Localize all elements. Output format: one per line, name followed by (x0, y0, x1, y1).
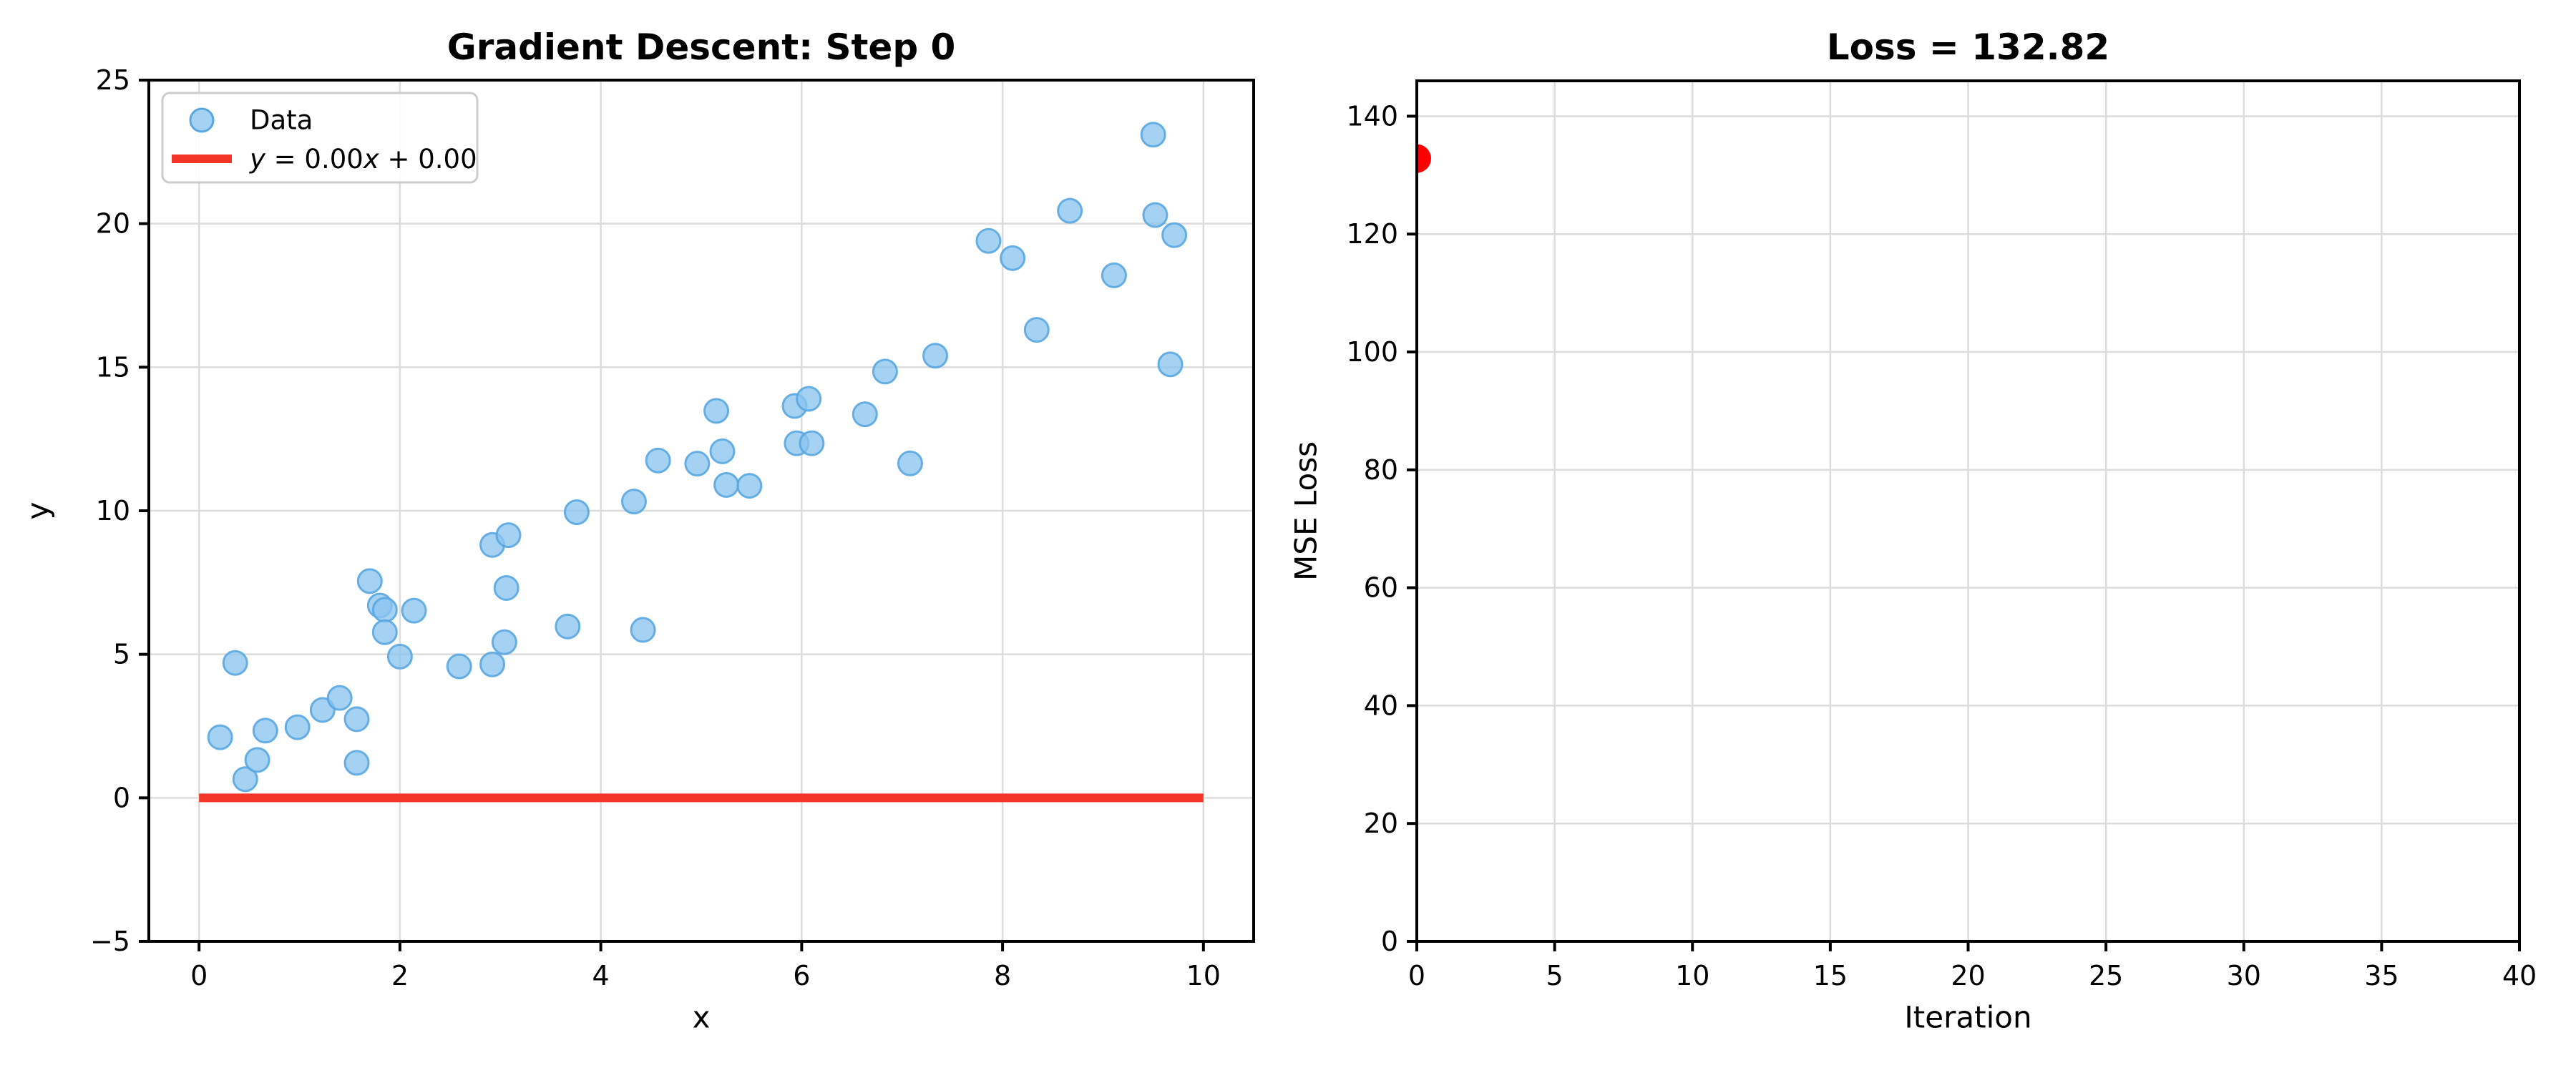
y-tick-label: 0 (113, 782, 130, 813)
y-tick-label: 15 (96, 351, 130, 383)
plot-area (199, 122, 1204, 803)
y-tick-label: 25 (96, 64, 130, 96)
y-tick-label: 60 (1364, 572, 1398, 604)
data-point (852, 401, 878, 428)
y-tick-label: 20 (1364, 808, 1398, 839)
chart-title: Loss = 132.82 (1827, 26, 2109, 68)
data-point (645, 447, 671, 474)
data-point (1023, 317, 1050, 343)
y-tick-label: 100 (1346, 336, 1398, 368)
x-tick-label: 2 (391, 960, 409, 991)
data-point (872, 358, 898, 385)
data-point (244, 747, 270, 773)
data-point (493, 574, 519, 601)
data-point (555, 613, 581, 640)
data-point (709, 438, 736, 464)
x-tick-label: 5 (1546, 960, 1563, 991)
data-point (713, 471, 740, 498)
x-tick-label: 15 (1813, 960, 1848, 991)
left-plot-scatter: 0 2 4 6 8 10 −5 0 5 10 15 20 25 Gradient Descent: Ste… (21, 26, 1255, 1035)
data-point (232, 766, 258, 793)
data-point (446, 653, 472, 680)
y-tick-label: −5 (90, 926, 130, 957)
legend-label-data: Data (250, 105, 313, 136)
y-tick-label: 10 (96, 495, 130, 526)
legend-label-line: y = 0.00x + 0.00 (249, 144, 477, 175)
y-tick-label: 5 (113, 639, 130, 670)
x-tick-label: 10 (1186, 960, 1221, 991)
data-point (1000, 245, 1026, 271)
y-tick-label: 0 (1381, 926, 1398, 957)
data-point (703, 398, 730, 424)
data-point (1142, 202, 1169, 228)
data-point (1161, 222, 1188, 248)
y-tick-label: 80 (1364, 454, 1398, 486)
data-point (401, 597, 427, 624)
x-axis-label: Iteration (1904, 1000, 2031, 1035)
data-point (371, 597, 398, 623)
data-point (736, 473, 763, 499)
y-axis-label: y (21, 502, 56, 520)
x-tick-label: 40 (2502, 960, 2537, 991)
data-point (491, 629, 517, 655)
data-point (975, 227, 1002, 254)
data-point (1157, 351, 1184, 378)
data-point (684, 451, 711, 477)
x-tick-label: 20 (1951, 960, 1985, 991)
x-tick-label: 0 (1408, 960, 1425, 991)
data-point (371, 619, 398, 645)
data-point (1101, 262, 1127, 288)
plot-area (1417, 144, 1431, 173)
data-point (252, 717, 278, 744)
legend-marker-data (189, 107, 215, 133)
data-point (1057, 197, 1083, 224)
x-tick-label: 8 (994, 960, 1011, 991)
data-point (630, 617, 656, 643)
data-point (222, 650, 248, 676)
data-point (922, 343, 949, 369)
chart-title: Gradient Descent: Step 0 (447, 26, 956, 68)
data-point (796, 386, 822, 412)
data-point (207, 724, 233, 750)
data-point (620, 489, 647, 515)
data-point (563, 499, 590, 526)
y-tick-label: 120 (1346, 218, 1398, 250)
legend: Data y = 0.00x + 0.00 (161, 92, 479, 184)
data-point (386, 643, 413, 670)
data-point (284, 714, 311, 740)
y-tick-label: 140 (1346, 100, 1398, 132)
x-tick-label: 6 (793, 960, 810, 991)
legend-box (161, 92, 479, 184)
x-axis-label: x (693, 1000, 711, 1035)
data-point (356, 568, 383, 594)
data-point (1417, 144, 1431, 173)
data-point (1140, 122, 1166, 148)
x-tick-label: 0 (190, 960, 208, 991)
y-tick-label: 20 (96, 208, 130, 240)
x-tick-label: 4 (592, 960, 610, 991)
right-plot-loss: 0 5 10 15 20 25 30 35 40 0 20 40 60 80 100 120 140 Loss =… (1289, 26, 2537, 1035)
data-point (897, 450, 923, 476)
data-point (343, 706, 370, 733)
y-axis-label: MSE Loss (1289, 441, 1324, 581)
data-point (495, 522, 522, 549)
data-point (326, 685, 353, 711)
x-tick-label: 25 (2089, 960, 2123, 991)
data-point (343, 750, 370, 776)
data-point (799, 430, 825, 456)
x-tick-label: 35 (2364, 960, 2399, 991)
y-tick-label: 40 (1364, 690, 1398, 721)
x-tick-label: 10 (1675, 960, 1709, 991)
data-point (479, 651, 506, 677)
x-tick-label: 30 (2227, 960, 2261, 991)
